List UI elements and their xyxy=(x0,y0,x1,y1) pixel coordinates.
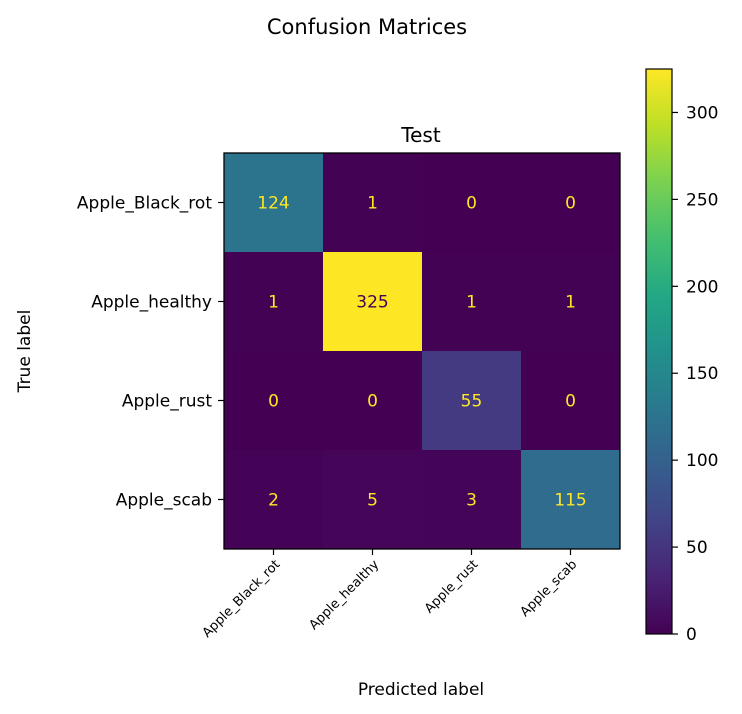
x-tick-label-apple-healthy: Apple_healthy xyxy=(306,557,382,633)
heatmap-cell-r0-c0 xyxy=(224,153,324,253)
cell-value-r2-c0: 0 xyxy=(268,392,279,412)
cell-value-r2-c2: 55 xyxy=(461,392,483,412)
y-axis-label: True label xyxy=(15,310,35,394)
y-tick-label-apple-rust: Apple_rust xyxy=(122,392,213,412)
heatmap-cell-r2-c1 xyxy=(323,351,423,451)
heatmap-cell-r1-c3 xyxy=(521,252,621,352)
heatmap-cell-r0-c1 xyxy=(323,153,423,253)
heatmap-cell-r3-c2 xyxy=(422,450,522,550)
colorbar-ticks: 0 50 100 150 200 250 300 xyxy=(672,103,718,645)
heatmap-cell-r3-c0 xyxy=(224,450,324,550)
cell-value-r1-c3: 1 xyxy=(565,293,576,313)
cell-value-r2-c1: 0 xyxy=(367,392,378,412)
heatmap-cell-r1-c0 xyxy=(224,252,324,352)
heatmap-cell-r1-c2 xyxy=(422,252,522,352)
y-tick-label-apple-scab: Apple_scab xyxy=(116,491,212,511)
cell-value-r3-c0: 2 xyxy=(268,491,279,511)
colorbar: 0 50 100 150 200 250 300 xyxy=(645,68,718,645)
heatmap-cell-r3-c3 xyxy=(521,450,621,550)
cell-value-r1-c1: 325 xyxy=(356,293,388,313)
cell-value-r0-c1: 1 xyxy=(367,194,378,214)
cell-value-r1-c0: 1 xyxy=(268,293,279,313)
x-tick-label-apple-scab: Apple_scab xyxy=(518,557,581,620)
colorbar-tick-label-50: 50 xyxy=(686,538,708,558)
colorbar-tick-label-250: 250 xyxy=(686,190,718,210)
cell-value-r3-c1: 5 xyxy=(367,491,378,511)
colorbar-tick-label-0: 0 xyxy=(686,625,697,645)
cell-value-r0-c0: 124 xyxy=(257,194,289,214)
y-axis-ticks: Apple_Black_rot Apple_healthy Apple_rust Ap… xyxy=(77,194,224,511)
cell-value-r0-c3: 0 xyxy=(565,194,576,214)
cell-value-r2-c3: 0 xyxy=(565,392,576,412)
colorbar-tick-label-200: 200 xyxy=(686,277,718,297)
y-tick-label-apple-black-rot: Apple_Black_rot xyxy=(77,194,212,214)
x-tick-label-apple-black-rot: Apple_Black_rot xyxy=(200,557,284,641)
heatmap-cell-r3-c1 xyxy=(323,450,423,550)
heatmap-cell-r2-c3 xyxy=(521,351,621,451)
cell-value-r3-c3: 115 xyxy=(554,491,586,511)
heatmap-cells xyxy=(224,153,621,550)
heatmap-cell-r0-c3 xyxy=(521,153,621,253)
colorbar-tick-label-150: 150 xyxy=(686,364,718,384)
cell-value-r1-c2: 1 xyxy=(466,293,477,313)
cell-annotations: 124 1 0 0 1 325 1 1 0 0 55 0 2 5 3 115 xyxy=(257,194,586,511)
chart-title: Test xyxy=(400,123,441,147)
colorbar-gradient xyxy=(645,68,673,635)
heatmap-cell-r0-c2 xyxy=(422,153,522,253)
heatmap-cell-r1-c1 xyxy=(323,252,423,352)
x-axis-label: Predicted label xyxy=(358,680,484,700)
cell-value-r3-c2: 3 xyxy=(466,491,477,511)
x-tick-label-apple-rust: Apple_rust xyxy=(422,557,481,616)
x-axis-ticks: Apple_Black_rot Apple_healthy Apple_rust Ap… xyxy=(200,549,581,641)
plot-frame xyxy=(223,152,621,550)
cell-value-r0-c2: 0 xyxy=(466,194,477,214)
figure-suptitle: Confusion Matrices xyxy=(267,15,467,39)
colorbar-tick-label-300: 300 xyxy=(686,103,718,123)
colorbar-tick-label-100: 100 xyxy=(686,451,718,471)
heatmap-cell-r2-c2 xyxy=(422,351,522,451)
heatmap-cell-r2-c0 xyxy=(224,351,324,451)
y-tick-label-apple-healthy: Apple_healthy xyxy=(91,293,212,313)
